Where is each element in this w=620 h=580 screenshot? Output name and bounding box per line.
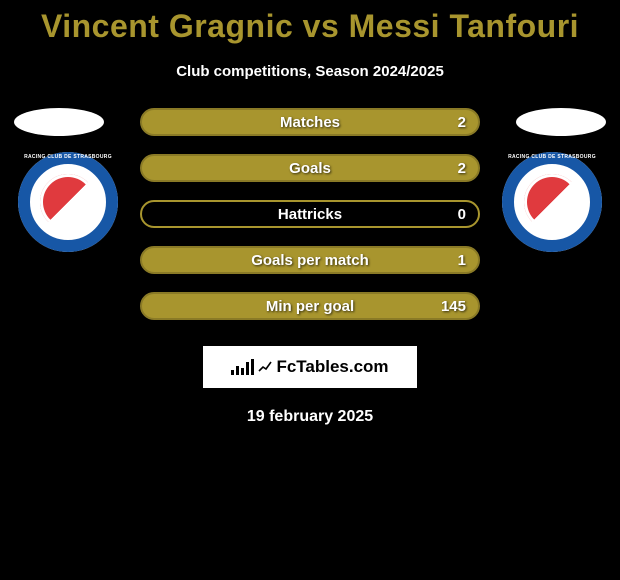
club-logo-left: RACING CLUB DE STRASBOURG xyxy=(18,152,118,252)
stat-value: 2 xyxy=(458,114,466,131)
club-inner-icon xyxy=(524,174,580,230)
stat-value: 2 xyxy=(458,160,466,177)
stat-label: Min per goal xyxy=(266,298,354,315)
club-badge: RACING CLUB DE STRASBOURG xyxy=(502,152,602,252)
bar-chart-icon xyxy=(231,359,254,375)
page-title: Vincent Gragnic vs Messi Tanfouri xyxy=(0,0,620,45)
stat-bar-goals: Goals 2 xyxy=(140,154,480,182)
stat-bar-goals-per-match: Goals per match 1 xyxy=(140,246,480,274)
club-ring-text: RACING CLUB DE STRASBOURG xyxy=(502,154,602,160)
stat-label: Hattricks xyxy=(278,206,342,223)
brand-watermark: FcTables.com xyxy=(203,346,417,388)
stat-value: 145 xyxy=(441,298,466,315)
stat-value: 1 xyxy=(458,252,466,269)
club-logo-right: RACING CLUB DE STRASBOURG xyxy=(502,152,602,252)
stat-label: Goals per match xyxy=(251,252,369,269)
stat-bar-matches: Matches 2 xyxy=(140,108,480,136)
trend-up-icon xyxy=(258,360,272,374)
stat-label: Matches xyxy=(280,114,340,131)
player-slot-right xyxy=(516,108,606,136)
stat-bars: Matches 2 Goals 2 Hattricks 0 Goals per … xyxy=(140,108,480,320)
stat-bar-hattricks: Hattricks 0 xyxy=(140,200,480,228)
date-label: 19 february 2025 xyxy=(0,408,620,426)
stat-bar-min-per-goal: Min per goal 145 xyxy=(140,292,480,320)
player-slot-left xyxy=(14,108,104,136)
comparison-stage: RACING CLUB DE STRASBOURG RACING CLUB DE… xyxy=(0,108,620,426)
stat-label: Goals xyxy=(289,160,331,177)
brand-text: FcTables.com xyxy=(276,357,388,377)
club-badge: RACING CLUB DE STRASBOURG xyxy=(18,152,118,252)
subtitle: Club competitions, Season 2024/2025 xyxy=(0,63,620,80)
club-ring-text: RACING CLUB DE STRASBOURG xyxy=(18,154,118,160)
club-inner-icon xyxy=(40,174,96,230)
stat-value: 0 xyxy=(458,206,466,223)
